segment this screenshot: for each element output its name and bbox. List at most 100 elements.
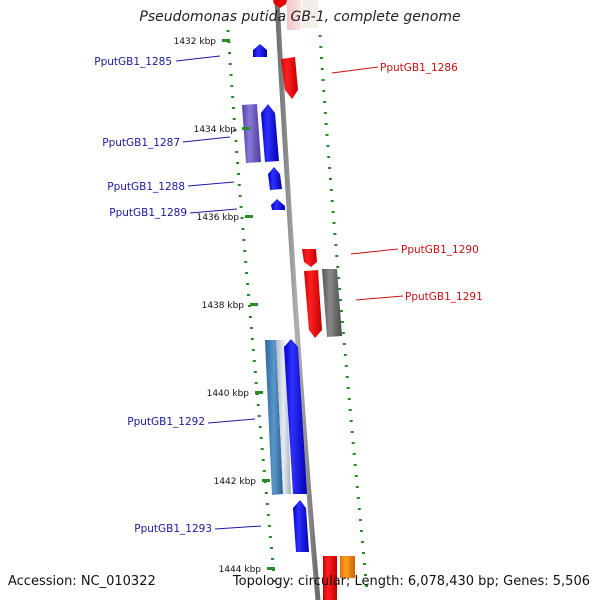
connector-1291	[355, 295, 404, 301]
rail-dot	[237, 173, 240, 175]
gene-1286-arrow	[281, 57, 298, 99]
rail-dot	[240, 217, 244, 219]
rail-dot	[329, 189, 333, 191]
rail-dot	[342, 343, 346, 345]
rail-dot	[244, 261, 248, 263]
rail-dot	[261, 459, 265, 461]
rail-dot	[239, 206, 243, 208]
rail-dot	[345, 376, 349, 378]
rail-dot	[233, 129, 237, 131]
rail-dot	[262, 470, 266, 472]
rail-dot	[256, 404, 260, 406]
gene-1292-steel	[265, 340, 283, 495]
gene-label: PputGB1_1293	[134, 523, 212, 535]
tick-mark	[255, 391, 263, 394]
rail-dot	[252, 360, 256, 362]
rail-dot	[346, 387, 350, 389]
rail-dot	[356, 497, 360, 499]
rail-dot	[231, 96, 235, 98]
rail-dot	[235, 151, 239, 153]
rail-dot	[321, 79, 325, 81]
rail-dot	[248, 316, 252, 318]
rail-dot	[232, 118, 236, 120]
rail-dot	[319, 46, 323, 48]
rail-dot	[347, 398, 351, 400]
rail-dot	[253, 371, 257, 373]
rail-dot	[360, 541, 364, 543]
rail-dot	[365, 585, 369, 587]
tick-mark	[222, 39, 230, 42]
rail-dot	[266, 514, 270, 516]
genome-summary-text: Topology: circular; Length: 6,078,430 bp…	[232, 574, 590, 589]
rail-dot	[322, 90, 326, 92]
rail-dot	[340, 321, 344, 323]
rail-dot	[354, 475, 358, 477]
rail-dot	[331, 211, 335, 213]
connector-1290	[350, 248, 399, 255]
rail-dot	[254, 382, 258, 384]
rail-dot	[320, 57, 323, 59]
gene-label: PputGB1_1287	[102, 137, 180, 149]
rail-dot	[332, 222, 336, 224]
tick-label: 1444 kbp	[219, 565, 262, 575]
gene-1289-arrow	[271, 199, 285, 210]
tick-mark	[262, 479, 270, 482]
gene-label: PputGB1_1291	[405, 291, 483, 303]
connector-1287	[182, 136, 231, 143]
connector-1285	[175, 55, 221, 62]
rail-dot	[245, 272, 249, 274]
gene-1291-gray	[322, 269, 342, 337]
rail-dot	[348, 409, 352, 411]
rail-dot	[226, 30, 230, 32]
gene-1292-light	[276, 340, 291, 494]
genome-title: Pseudomonas putida GB-1, complete genome	[139, 9, 461, 25]
rail-dot	[320, 68, 324, 70]
gene-1292-arrow	[284, 339, 307, 494]
rail-dot	[268, 536, 272, 538]
gene-label: PputGB1_1288	[107, 181, 185, 193]
rail-dot	[260, 448, 264, 450]
rail-dot	[337, 277, 341, 279]
rail-dot	[357, 508, 361, 510]
connector-1289	[189, 208, 238, 214]
rail-dot	[247, 294, 250, 296]
rail-dot	[249, 327, 253, 329]
genome-backbone	[274, 0, 321, 601]
rail-dot	[326, 145, 330, 147]
tick-label: 1440 kbp	[207, 389, 250, 399]
rail-dot	[325, 134, 329, 136]
rail-dot	[270, 547, 273, 549]
rail-dot	[241, 228, 245, 230]
gene-label: PputGB1_1286	[380, 62, 458, 74]
rail-dot	[343, 354, 347, 356]
feature-top-red	[273, 0, 287, 8]
rail-dot	[334, 244, 338, 246]
connector-1286	[331, 66, 379, 74]
rail-dot	[234, 140, 238, 142]
rail-dot	[336, 266, 340, 268]
label-connectors	[175, 55, 404, 530]
connector-1292	[207, 418, 256, 424]
gene-1293-arrow	[293, 500, 309, 552]
gene-labels: PputGB1_1285 PputGB1_1286 PputGB1_1287 Pput…	[94, 56, 483, 535]
rail-dot	[333, 233, 337, 235]
rail-dot	[237, 184, 241, 186]
rail-dot	[358, 519, 362, 521]
rail-dot	[259, 437, 263, 439]
rail-dot	[228, 63, 232, 65]
rail-dot	[243, 250, 247, 252]
rail-dot	[341, 332, 345, 334]
tick-label: 1436 kbp	[197, 213, 240, 223]
rail-dot	[250, 338, 254, 340]
rail-dot	[236, 162, 240, 164]
gene-1285-arrow	[253, 44, 267, 57]
feature-bottom-red	[323, 556, 337, 600]
rail-dot	[364, 574, 367, 576]
gene-label: PputGB1_1290	[401, 244, 479, 256]
rail-dot	[338, 288, 342, 290]
gene-1290-arrow	[302, 249, 317, 267]
rail-dot	[351, 442, 355, 444]
rail-dot	[363, 563, 366, 565]
rail-dot	[257, 415, 261, 417]
